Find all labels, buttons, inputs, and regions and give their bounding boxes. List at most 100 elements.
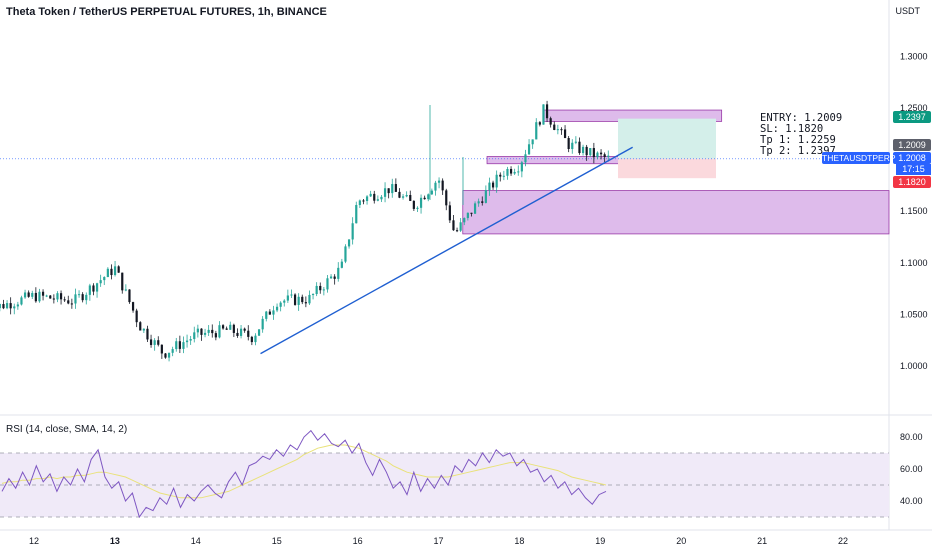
candle-body <box>603 154 606 158</box>
candle-body <box>355 205 358 224</box>
candle-body <box>103 277 106 281</box>
candle-body <box>146 328 149 340</box>
candle-body <box>95 283 99 292</box>
sl-price-tag: 1.1820 <box>893 176 931 188</box>
candle-body <box>477 201 480 204</box>
time-tick-label-10: 22 <box>838 536 848 546</box>
time-tick-label-1: 13 <box>110 536 120 546</box>
candle-body <box>257 329 261 336</box>
candle-body <box>495 174 498 188</box>
candle-body <box>423 197 426 200</box>
candle-body <box>538 122 541 125</box>
time-tick-label-2: 14 <box>191 536 201 546</box>
candle-body <box>59 293 63 300</box>
candle-body <box>254 335 257 343</box>
candle-body <box>77 294 81 296</box>
candle-body <box>124 289 127 291</box>
time-tick-label-3: 15 <box>272 536 282 546</box>
rsi-tick-label-1: 60.00 <box>900 464 923 474</box>
candle-body <box>27 292 30 297</box>
candle-body <box>286 295 289 301</box>
candle-body <box>225 328 228 330</box>
candle-body <box>193 332 196 340</box>
trendline <box>260 146 633 355</box>
time-tick-label-8: 20 <box>676 536 686 546</box>
candle-body <box>484 190 487 203</box>
candle-body <box>41 291 45 296</box>
candle-body <box>466 212 469 219</box>
candle-body <box>128 289 131 303</box>
candle-body <box>236 332 239 336</box>
candle-body <box>23 292 27 298</box>
time-tick-label-6: 18 <box>514 536 524 546</box>
candle-body <box>394 184 397 192</box>
candle-body <box>308 294 311 304</box>
candle-body <box>85 294 88 301</box>
candle-body <box>113 266 117 276</box>
candle-body <box>581 146 585 154</box>
candle-body <box>437 180 441 183</box>
candle-body <box>574 141 577 143</box>
candle-body <box>473 203 477 214</box>
candle-body <box>531 139 534 145</box>
candle-body <box>247 330 250 337</box>
candle-body <box>149 339 153 345</box>
candle-body <box>38 291 41 302</box>
candle-body <box>200 328 203 335</box>
candle-body <box>326 278 329 290</box>
candle-body <box>88 285 91 295</box>
candle-body <box>499 174 502 177</box>
candle-body <box>121 272 124 291</box>
candle-body <box>412 200 415 209</box>
candle-body <box>203 332 207 335</box>
candle-body <box>549 118 552 125</box>
candle-body <box>297 296 300 305</box>
sl-note: SL: 1.1820 <box>760 123 824 135</box>
bar-countdown: 17:15 <box>896 164 931 175</box>
candle-body <box>117 266 120 273</box>
candle-body <box>63 299 66 301</box>
rsi-line <box>1 429 607 519</box>
candle-body <box>34 292 37 302</box>
candle-body <box>283 300 286 303</box>
candle-body <box>589 148 592 156</box>
candle-body <box>571 142 574 150</box>
candle-body <box>261 318 264 330</box>
candle-body <box>524 154 527 163</box>
candle-body <box>567 138 570 150</box>
candle-body <box>301 296 304 303</box>
candle-body <box>459 222 462 231</box>
candle-body <box>409 195 412 201</box>
candle-body <box>351 223 354 240</box>
candle-body <box>365 196 369 202</box>
candle-body <box>9 303 12 309</box>
candle-body <box>99 280 102 284</box>
candle-body <box>542 104 545 125</box>
tp1-note: Tp 1: 1.2259 <box>760 134 836 146</box>
last-price-tag: 1.2008 <box>893 152 931 164</box>
candle-body <box>290 294 293 296</box>
candle-body <box>380 196 383 200</box>
candle-body <box>337 267 340 279</box>
candle-body <box>275 306 279 311</box>
time-tick-label-7: 19 <box>595 536 605 546</box>
candle-body <box>211 329 214 334</box>
candle-body <box>110 268 113 276</box>
candle-body <box>2 304 5 309</box>
candle-body <box>448 205 451 221</box>
candle-body <box>563 129 567 139</box>
candle-body <box>419 197 423 208</box>
rsi-title: RSI (14, close, SMA, 14, 2) <box>6 424 128 435</box>
candle-body <box>358 200 361 206</box>
candle-body <box>391 184 394 194</box>
candle-body <box>207 329 210 333</box>
time-tick-label-9: 21 <box>757 536 767 546</box>
candle-body <box>272 310 275 315</box>
entry-note: ENTRY: 1.2009 <box>760 112 843 124</box>
candle-body <box>250 336 253 343</box>
candle-body <box>517 171 520 173</box>
candle-body <box>67 300 70 304</box>
rsi-band <box>0 453 889 517</box>
candle-body <box>0 304 1 309</box>
